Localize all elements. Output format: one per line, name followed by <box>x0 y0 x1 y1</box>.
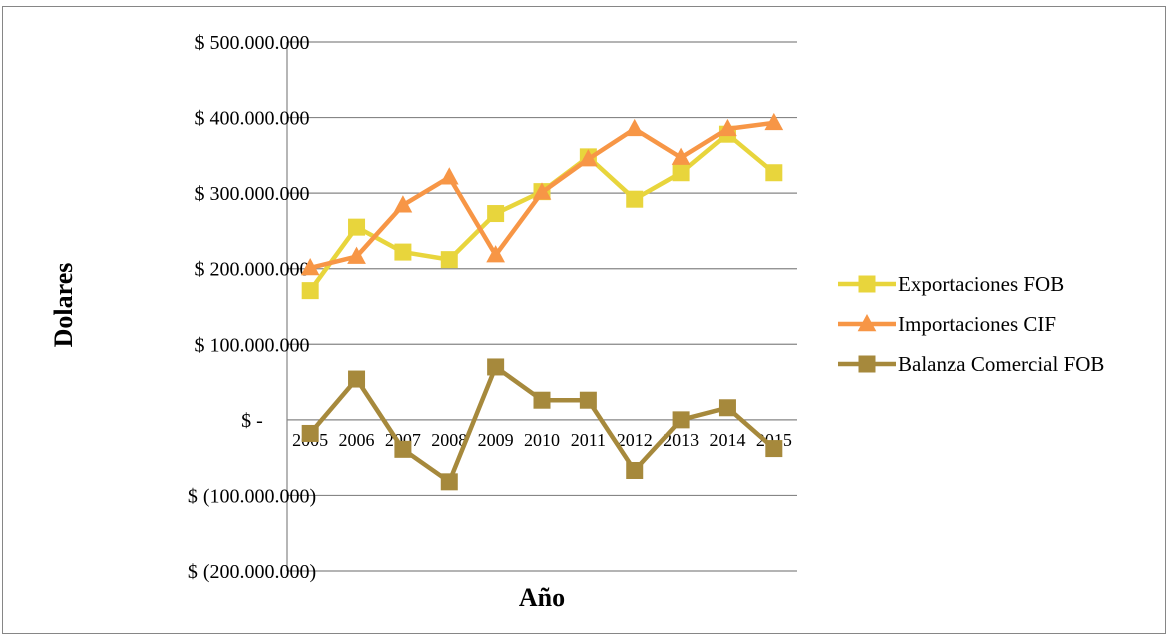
x-tick-label: 2013 <box>663 430 699 450</box>
series-2 <box>301 358 783 491</box>
data-point-marker <box>394 440 412 458</box>
data-point-marker <box>301 282 319 300</box>
data-point-marker <box>300 257 320 276</box>
data-point-marker <box>533 391 551 409</box>
data-point-marker <box>486 245 505 263</box>
y-tick-label: $ (100.000.000) <box>188 485 316 507</box>
data-point-marker <box>672 164 690 182</box>
legend-label: Importaciones CIF <box>898 312 1056 336</box>
data-point-marker <box>347 246 366 264</box>
y-axis-title: Dolares <box>49 263 78 348</box>
series-line <box>308 364 776 485</box>
data-point-marker <box>532 182 552 200</box>
data-point-marker <box>671 147 691 165</box>
series-1 <box>300 112 784 276</box>
x-tick-label: 2015 <box>756 430 792 450</box>
x-tick-label: 2006 <box>339 430 375 450</box>
x-tick-label: 2009 <box>478 430 514 450</box>
x-tick-label: 2008 <box>431 430 467 450</box>
y-tick-label: $ (200.000.000) <box>188 561 316 583</box>
x-axis-title: Año <box>519 583 565 612</box>
data-point-marker <box>487 205 505 223</box>
data-point-marker <box>765 164 783 182</box>
data-point-marker <box>393 195 413 213</box>
data-point-marker <box>440 473 458 491</box>
legend-label: Balanza Comercial FOB <box>898 352 1104 376</box>
x-tick-label: 2010 <box>524 430 560 450</box>
data-point-marker <box>394 243 412 261</box>
y-tick-label: $ 400.000.000 <box>195 108 310 130</box>
series-line <box>308 131 776 292</box>
data-point-marker <box>301 424 319 442</box>
legend: Exportaciones FOB Importaciones CIF Balanz… <box>838 272 1104 376</box>
data-point-marker <box>626 461 644 479</box>
legend-label: Exportaciones FOB <box>898 272 1064 296</box>
data-point-marker <box>348 370 366 388</box>
y-tick-label: $ 300.000.000 <box>195 183 310 205</box>
legend-item: Balanza Comercial FOB <box>838 352 1104 376</box>
data-point-marker <box>440 251 458 269</box>
y-tick-label: $ 200.000.000 <box>195 259 310 281</box>
data-point-marker <box>857 313 877 332</box>
data-point-marker <box>858 355 876 373</box>
y-axis-tick-labels: $ 500.000.000 $ 400.000.000 $ 300.000.000 $… <box>188 32 316 583</box>
data-point-marker <box>487 358 505 376</box>
data-point-marker <box>672 411 690 429</box>
data-point-marker <box>439 167 459 185</box>
legend-item: Exportaciones FOB <box>838 272 1064 296</box>
x-tick-label: 2011 <box>571 430 606 450</box>
y-tick-label: $ 100.000.000 <box>195 334 310 356</box>
data-point-marker <box>858 275 876 293</box>
chart-frame <box>2 6 1166 634</box>
gridlines <box>286 41 797 572</box>
x-axis-tick-labels: 2005200620072008200920102011201220132014… <box>292 430 792 450</box>
legend-item: Importaciones CIF <box>838 312 1056 336</box>
data-point-marker <box>348 218 366 236</box>
data-point-marker <box>718 399 736 417</box>
data-point-marker <box>718 118 737 137</box>
data-point-marker <box>626 190 644 208</box>
y-tick-label: $ - <box>241 410 263 432</box>
y-tick-label: $ 500.000.000 <box>195 32 310 54</box>
series-0 <box>301 125 783 300</box>
data-point-marker <box>764 112 784 131</box>
series-lines <box>300 112 784 491</box>
x-tick-label: 2014 <box>709 430 745 450</box>
data-point-marker <box>579 391 597 409</box>
x-tick-label: 2012 <box>617 430 653 450</box>
data-point-marker <box>765 440 783 458</box>
data-point-marker <box>579 149 598 167</box>
data-point-marker <box>625 118 645 137</box>
